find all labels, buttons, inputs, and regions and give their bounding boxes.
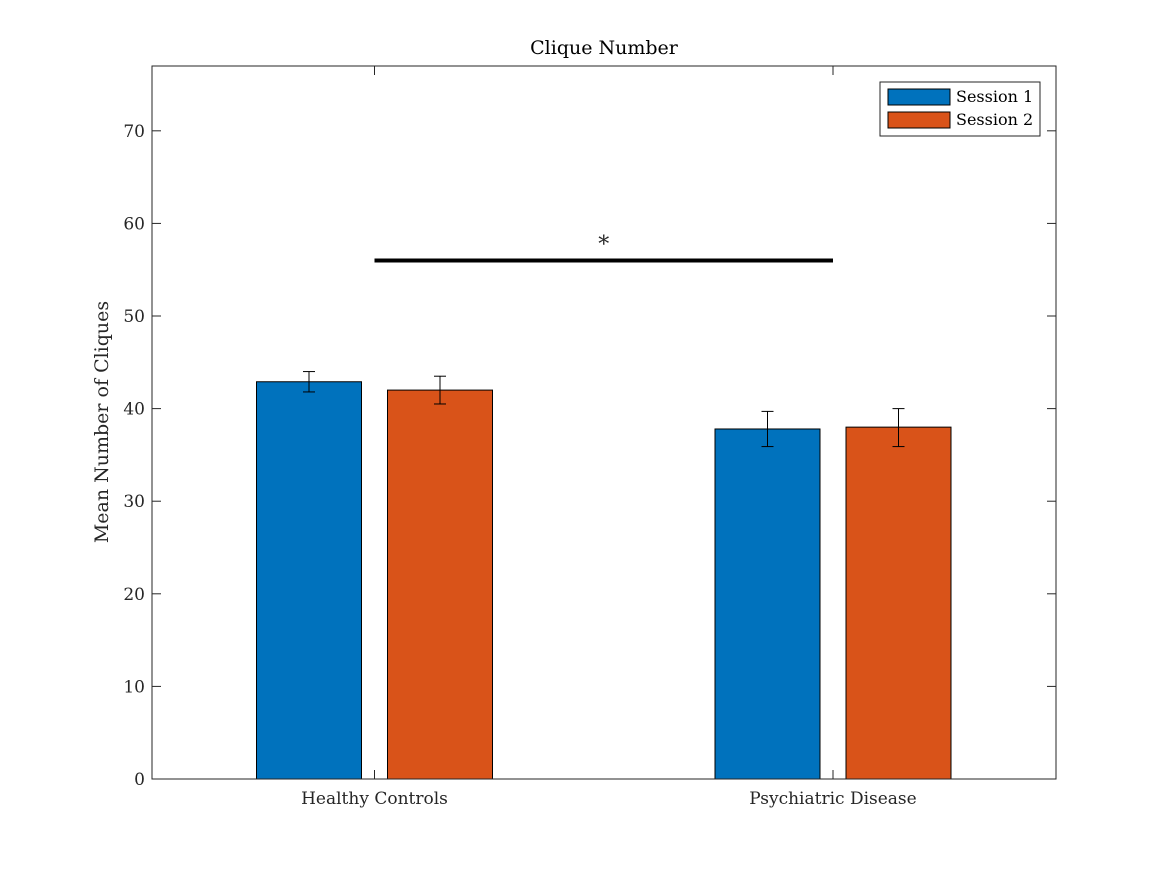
x-tick-label: Psychiatric Disease <box>749 789 916 809</box>
legend-swatch <box>887 111 951 129</box>
bar <box>387 389 493 780</box>
legend-label: Session 1 <box>956 87 1033 106</box>
axes-layer: 0 10 20 30 40 50 60 70 Healthy Controls Psychiatr… <box>123 65 1057 809</box>
y-tick-label: 70 <box>123 122 145 142</box>
y-axis-label: Mean Number of Cliques <box>91 301 113 543</box>
y-tick-label: 30 <box>123 492 145 512</box>
bar <box>714 428 821 780</box>
y-tick-label: 20 <box>123 585 145 605</box>
y-tick-label: 10 <box>123 677 145 697</box>
y-tick-label: 0 <box>134 770 145 790</box>
chart-title: Clique Number <box>530 37 679 59</box>
annotation-layer: * <box>374 232 833 263</box>
legend-label: Session 2 <box>956 110 1033 129</box>
plot-area-box <box>151 65 1057 780</box>
y-tick-label: 60 <box>123 214 145 234</box>
y-tick-label: 50 <box>123 307 145 327</box>
x-tick-label: Healthy Controls <box>301 789 448 809</box>
bar <box>845 426 952 780</box>
legend: Session 1 Session 2 <box>879 81 1041 137</box>
errorbar-layer <box>303 371 905 448</box>
significance-star: * <box>598 232 609 257</box>
bars-layer <box>256 381 952 780</box>
legend-swatch <box>887 88 951 106</box>
y-tick-label: 40 <box>123 400 145 420</box>
bar <box>256 381 362 780</box>
